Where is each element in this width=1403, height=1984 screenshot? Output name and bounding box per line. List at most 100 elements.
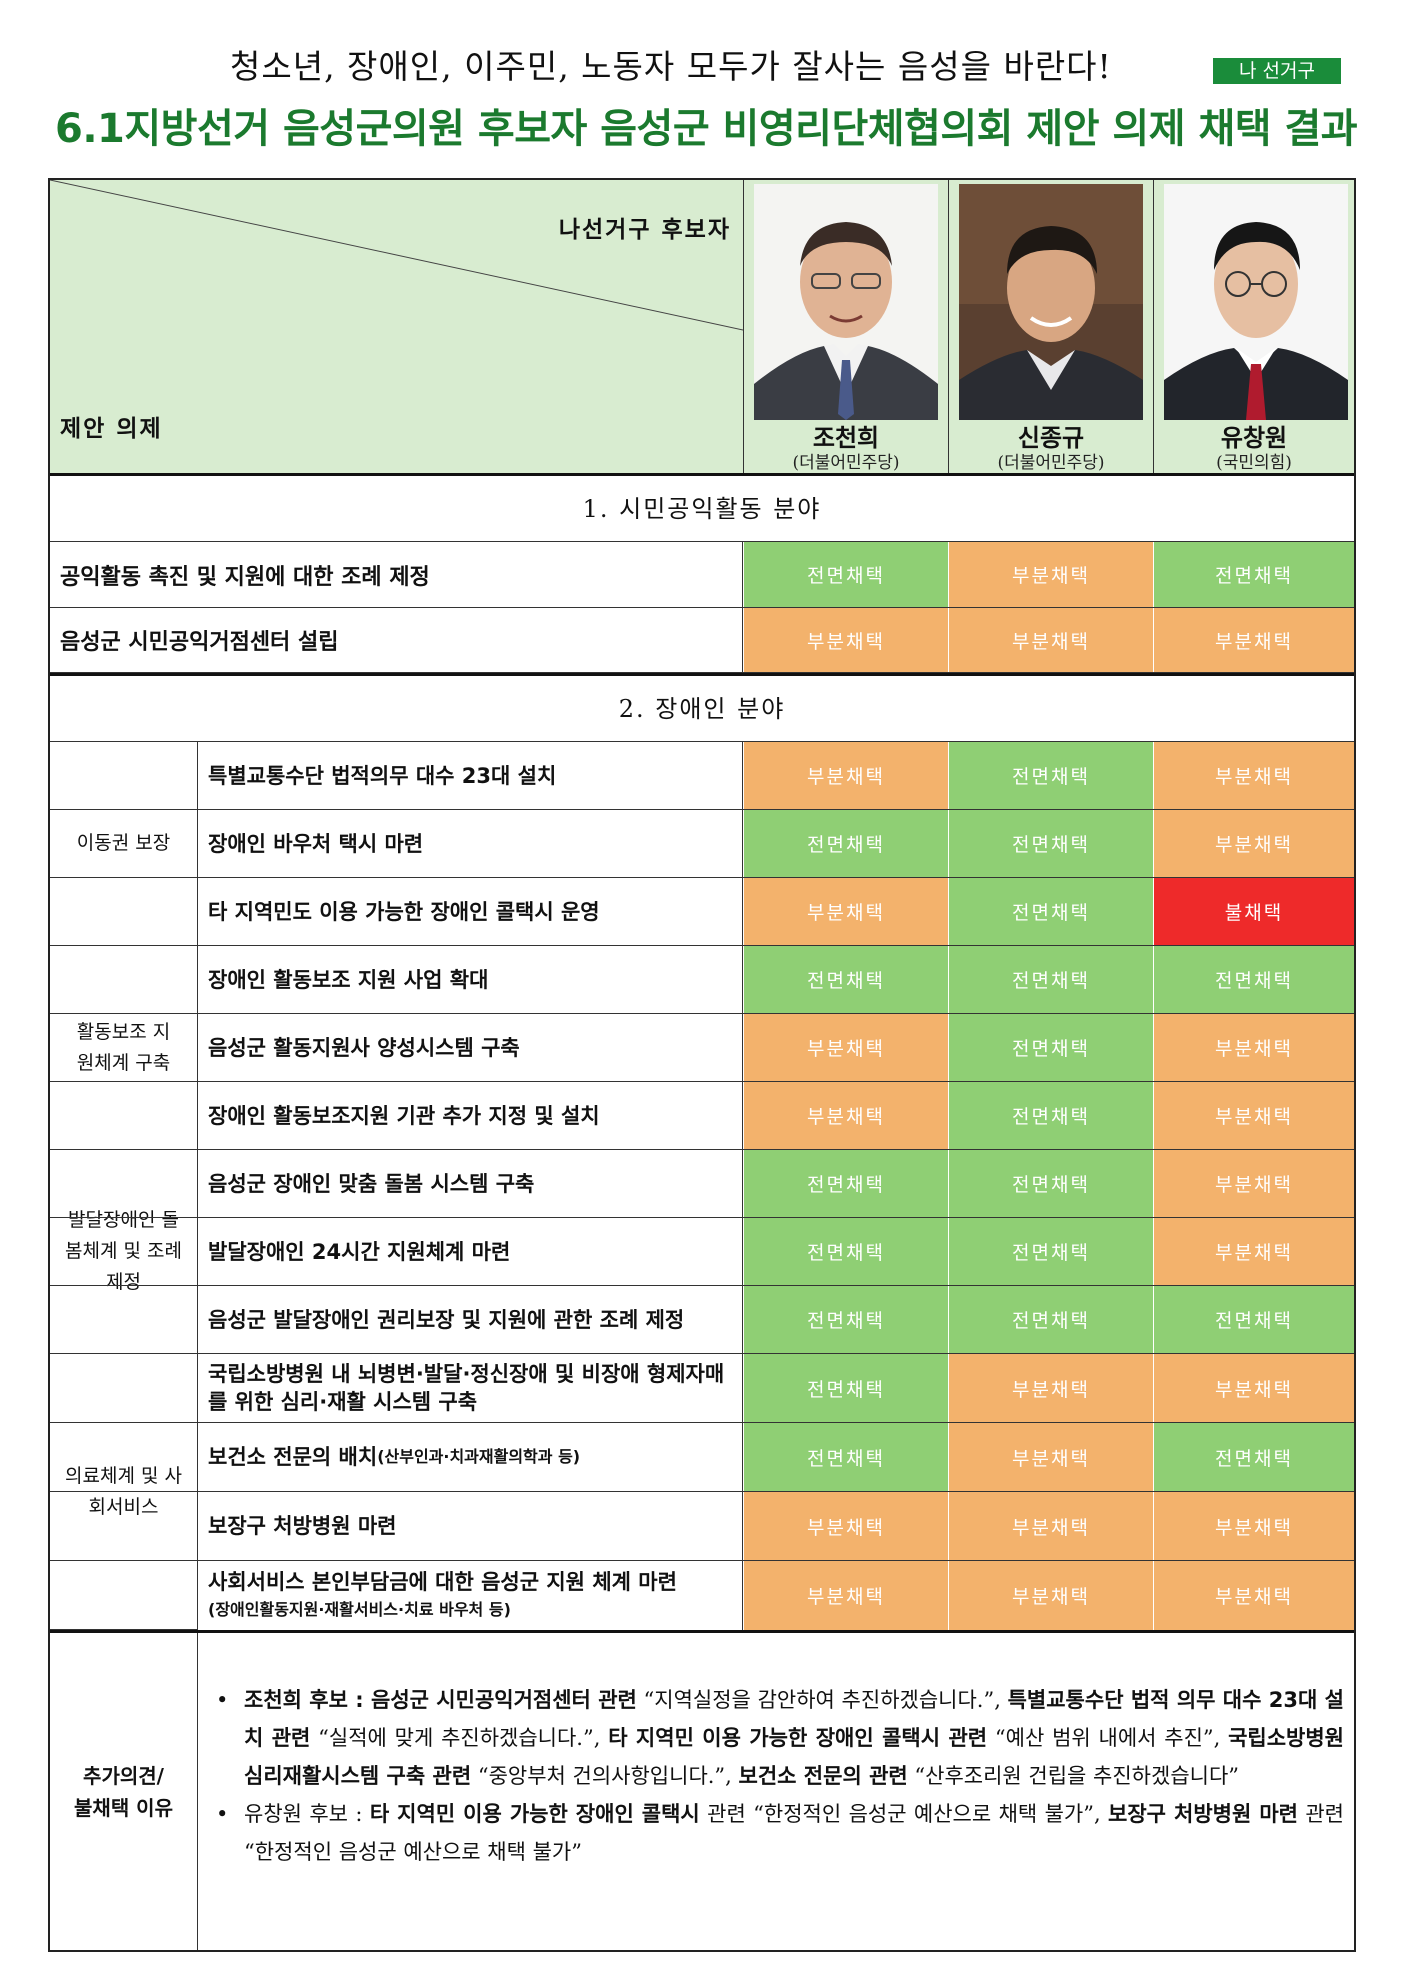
- result-cell: 전면채택: [743, 542, 948, 607]
- result-cell: 불채택: [1153, 878, 1354, 945]
- table-row: 타 지역민도 이용 가능한 장애인 콜택시 운영 부분채택 전면채택 불채택: [50, 878, 1354, 946]
- candidates-heading: 나선거구 후보자: [558, 217, 731, 243]
- note-1-quote-4: “중앙부처 건의사항입니다.”,: [471, 1764, 739, 1788]
- result-cell: 전면채택: [743, 1286, 948, 1353]
- result-cell: 전면채택: [1153, 1286, 1354, 1353]
- agenda-item: 음성군 시민공익거점센터 설립: [50, 608, 743, 672]
- candidate-name-1: 조천희: [812, 423, 880, 452]
- agenda-item-text: 보건소 전문의 배치: [208, 1445, 378, 1469]
- result-cell: 부분채택: [948, 1492, 1153, 1560]
- group-label-mobility: 이동권 보장: [50, 742, 198, 946]
- result-cell: 전면채택: [948, 810, 1153, 877]
- note-1-agenda-4: 국립소방병원 심리재활시스템 구축 관련: [244, 1726, 1344, 1788]
- result-cell: 부분채택: [948, 1354, 1153, 1422]
- result-cell: 부분채택: [948, 1423, 1153, 1491]
- header-diagonal-cell: 나선거구 후보자 제안 의제: [50, 180, 743, 473]
- agenda-item: 음성군 장애인 맞춤 돌봄 시스템 구축: [198, 1150, 743, 1217]
- result-cell: 부분채택: [1153, 1218, 1354, 1285]
- result-cell: 부분채택: [743, 1561, 948, 1630]
- table-row: 공익활동 촉진 및 지원에 대한 조례 제정 전면채택 부분채택 전면채택: [50, 542, 1354, 608]
- notes-label-line1: 추가의견/: [83, 1763, 164, 1788]
- agenda-item: 사회서비스 본인부담금에 대한 음성군 지원 체계 마련 (장애인활동지원·재활…: [198, 1561, 743, 1630]
- table-row: 보건소 전문의 배치 (산부인과·치과재활의학과 등) 전면채택 부분채택 전면채…: [50, 1423, 1354, 1492]
- result-cell: 전면채택: [1153, 542, 1354, 607]
- result-cell: 전면채택: [743, 1354, 948, 1422]
- notes-label-line2: 불채택 이유: [74, 1795, 173, 1820]
- candidate-column-3: 유창원 (국민의힘): [1153, 180, 1354, 473]
- agenda-heading: 제안 의제: [60, 416, 163, 442]
- result-cell: 전면채택: [948, 946, 1153, 1013]
- result-cell: 부분채택: [1153, 1492, 1354, 1560]
- page-title: 6.1지방선거 음성군의원 후보자 음성군 비영리단체협의회 제안 의제 채택 …: [55, 106, 1358, 152]
- table-row: 음성군 시민공익거점센터 설립 부분채택 부분채택 부분채택: [50, 608, 1354, 673]
- agenda-item: 발달장애인 24시간 지원체계 마련: [198, 1218, 743, 1285]
- result-cell: 전면채택: [743, 946, 948, 1013]
- result-cell: 부분채택: [743, 742, 948, 809]
- note-item-1: 조천희 후보 : 음성군 시민공익거점센터 관련 “지역실정을 감안하여 추진하…: [208, 1681, 1344, 1795]
- result-cell: 전면채택: [948, 878, 1153, 945]
- result-cell: 부분채택: [1153, 742, 1354, 809]
- notes-list: 조천희 후보 : 음성군 시민공익거점센터 관련 “지역실정을 감안하여 추진하…: [198, 1633, 1354, 1950]
- result-cell: 부분채택: [1153, 1150, 1354, 1217]
- result-cell: 전면채택: [743, 1150, 948, 1217]
- result-cell: 부분채택: [743, 1014, 948, 1081]
- candidate-photo-1: [754, 184, 938, 420]
- table-row: 보장구 처방병원 마련 부분채택 부분채택 부분채택: [50, 1492, 1354, 1561]
- candidate-photo-3: [1164, 184, 1348, 420]
- note-1-quote-2: “실적에 맞게 추진하겠습니다.”,: [310, 1726, 609, 1750]
- table-row: 사회서비스 본인부담금에 대한 음성군 지원 체계 마련 (장애인활동지원·재활…: [50, 1561, 1354, 1630]
- result-cell: 전면채택: [948, 1218, 1153, 1285]
- result-cell: 부분채택: [743, 608, 948, 672]
- result-cell: 부분채택: [1153, 1354, 1354, 1422]
- result-cell: 전면채택: [948, 1082, 1153, 1149]
- candidate-name-2: 신종규: [1017, 423, 1085, 452]
- group-label-text: 의료체계 및 사회서비스: [65, 1464, 182, 1518]
- result-cell: 부분채택: [948, 1561, 1153, 1630]
- group-label-activity-support: 활동보조 지원체계 구축: [50, 946, 198, 1150]
- note-2-agenda-2: 보장구 처방병원 마련: [1108, 1802, 1298, 1826]
- result-cell: 부분채택: [1153, 1561, 1354, 1630]
- note-2-quote-2: “한정적인 음성군 예산으로 채택 불가”: [244, 1840, 582, 1864]
- result-cell: 전면채택: [743, 1423, 948, 1491]
- group-label-developmental: 발달장애인 돌봄체계 및 조례제정: [50, 1150, 198, 1354]
- result-cell: 전면채택: [743, 1218, 948, 1285]
- note-2-quote-1: “한정적인 음성군 예산으로 채택 불가”,: [753, 1802, 1109, 1826]
- result-cell: 전면채택: [948, 1150, 1153, 1217]
- note-1-agenda-3: 타 지역민 이용 가능한 장애인 콜택시 관련: [608, 1726, 988, 1750]
- section-header-civic: 1. 시민공익활동 분야: [50, 476, 1354, 542]
- candidate-party-1: (더불어민주당): [792, 453, 900, 473]
- candidate-column-1: 조천희 (더불어민주당): [743, 180, 948, 473]
- table-row: 장애인 활동보조 지원 사업 확대 전면채택 전면채택 전면채택: [50, 946, 1354, 1014]
- note-1-quote-5: “산후조리원 건립을 추진하겠습니다”: [907, 1764, 1240, 1788]
- result-cell: 부분채택: [948, 608, 1153, 672]
- result-cell: 부분채택: [948, 542, 1153, 607]
- table-row: 국립소방병원 내 뇌병변·발달·정신장애 및 비장애 형제자매를 위한 심리·재…: [50, 1354, 1354, 1423]
- agenda-item: 보장구 처방병원 마련: [198, 1492, 743, 1560]
- page-header: 청소년, 장애인, 이주민, 노동자 모두가 잘사는 음성을 바란다! 나 선거…: [0, 0, 1403, 180]
- section-label: 2. 장애인 분야: [618, 695, 786, 723]
- agenda-item: 장애인 활동보조 지원 사업 확대: [198, 946, 743, 1013]
- table-row: 음성군 발달장애인 권리보장 및 지원에 관한 조례 제정 전면채택 전면채택 …: [50, 1286, 1354, 1354]
- agenda-item: 음성군 활동지원사 양성시스템 구축: [198, 1014, 743, 1081]
- table-header-row: 나선거구 후보자 제안 의제 조천희 (더불어민주당): [50, 180, 1354, 476]
- notes-label: 추가의견/ 불채택 이유: [50, 1633, 198, 1950]
- notes-row: 추가의견/ 불채택 이유 조천희 후보 : 음성군 시민공익거점센터 관련 “지…: [50, 1630, 1354, 1950]
- table-row: 장애인 활동보조지원 기관 추가 지정 및 설치 부분채택 전면채택 부분채택: [50, 1082, 1354, 1150]
- agenda-item-note: (산부인과·치과재활의학과 등): [377, 1447, 581, 1466]
- candidate-name-3: 유창원: [1220, 423, 1288, 452]
- note-2-text-1: 관련: [699, 1802, 754, 1826]
- diagonal-divider: [50, 180, 743, 331]
- result-cell: 부분채택: [1153, 1082, 1354, 1149]
- group-label-text: 활동보조 지원체계 구축: [76, 1020, 171, 1074]
- table-row: 특별교통수단 법적의무 대수 23대 설치 부분채택 전면채택 부분채택: [50, 742, 1354, 810]
- note-1-agenda-2: 특별교통수단 법적 의무 대수 23대 설치 관련: [244, 1688, 1344, 1750]
- note-1-agenda-5: 보건소 전문의 관련: [738, 1764, 908, 1788]
- results-table: 나선거구 후보자 제안 의제 조천희 (더불어민주당): [48, 178, 1356, 1952]
- agenda-item-note: (장애인활동지원·재활서비스·치료 바우처 등): [208, 1599, 511, 1619]
- result-cell: 부분채택: [743, 1492, 948, 1560]
- candidate-photo-2: [959, 184, 1143, 420]
- result-cell: 전면채택: [948, 1014, 1153, 1081]
- agenda-item: 공익활동 촉진 및 지원에 대한 조례 제정: [50, 542, 743, 607]
- agenda-item: 장애인 활동보조지원 기관 추가 지정 및 설치: [198, 1082, 743, 1149]
- result-cell: 전면채택: [743, 810, 948, 877]
